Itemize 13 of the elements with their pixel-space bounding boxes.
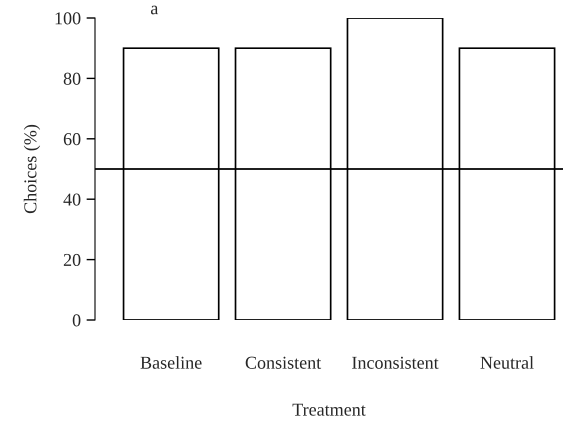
text: a [150, 6, 158, 14]
y-tick-label: 20 [64, 254, 80, 266]
x-tick-label: Consistent [246, 356, 322, 369]
y-tick-label: 0 [72, 314, 80, 326]
x-tick-label: Inconsistent [352, 356, 439, 369]
y-tick-label: 40 [63, 193, 80, 206]
x-tick-label: Neutral [480, 356, 534, 369]
y-tick-label: 60 [64, 133, 80, 146]
y-axis-title: Choices (%) [24, 124, 40, 214]
x-tick-label: Baseline [140, 356, 202, 369]
y-tick-label: 100 [56, 12, 80, 24]
y-tick-label: 80 [64, 72, 80, 85]
x-axis-title: Treatment [292, 404, 366, 416]
